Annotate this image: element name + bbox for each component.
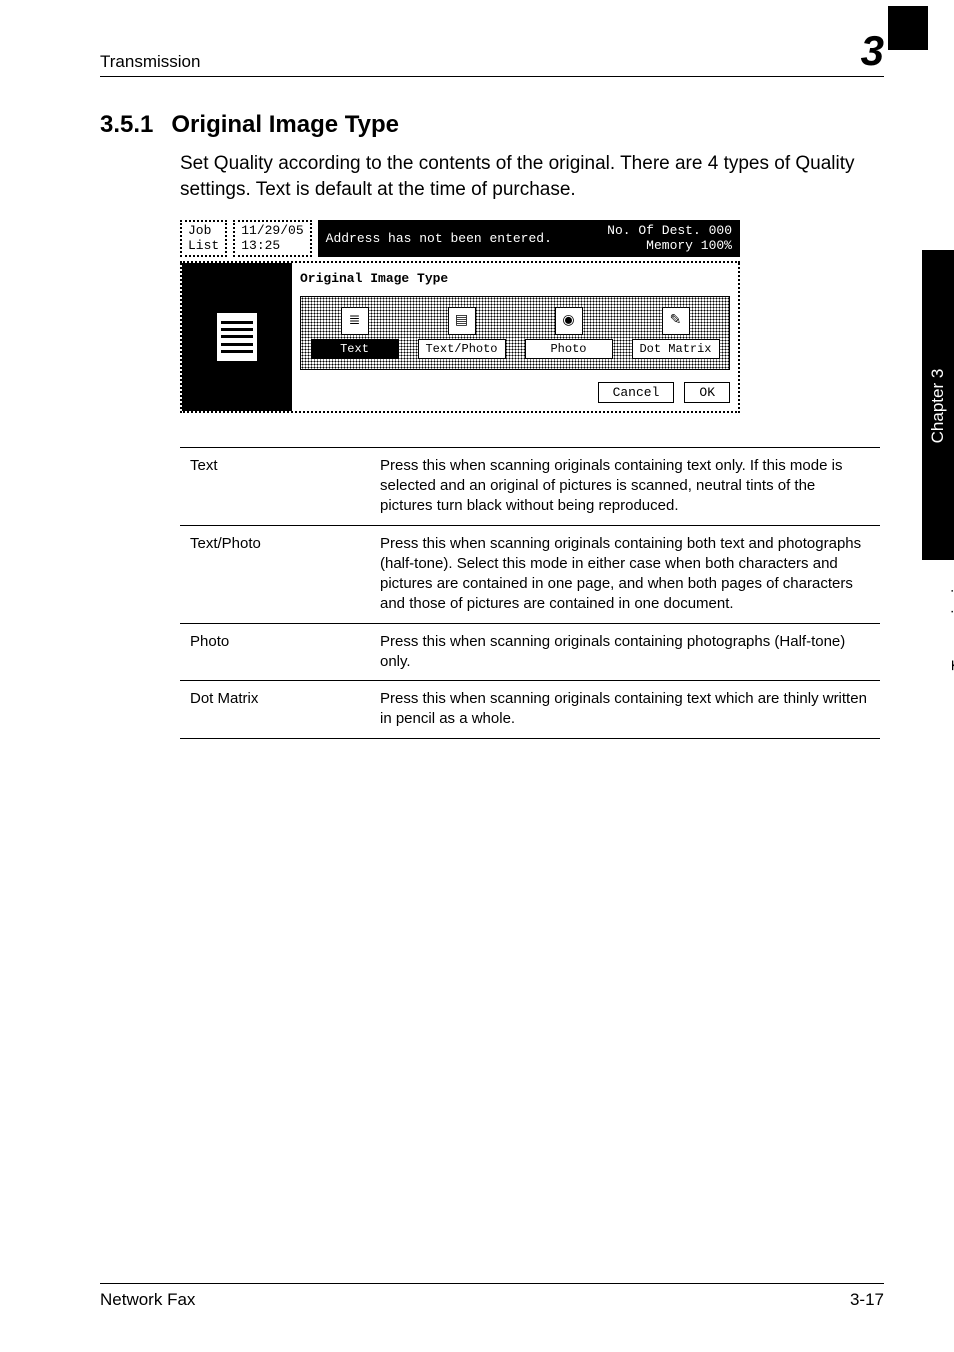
lcd-panel-title: Original Image Type: [300, 271, 730, 286]
lcd-memory: Memory 100%: [646, 238, 732, 253]
lcd-status-bar: Address has not been entered. No. Of Des…: [318, 220, 740, 257]
table-cell-name: Photo: [180, 623, 370, 681]
option-icon: ≣: [341, 307, 369, 335]
document-icon: [217, 313, 257, 361]
image-type-option[interactable]: ◉ Photo: [525, 307, 613, 359]
table-cell-desc: Press this when scanning originals conta…: [370, 447, 880, 525]
option-icon: ▤: [448, 307, 476, 335]
chapter-corner-block: [888, 6, 928, 50]
section-title: Original Image Type: [171, 111, 399, 138]
image-type-option[interactable]: ≣ Text: [311, 307, 399, 359]
table-cell-desc: Press this when scanning originals conta…: [370, 525, 880, 623]
cancel-button[interactable]: Cancel: [598, 382, 675, 403]
section-number: 3.5.1: [100, 111, 153, 138]
table-cell-name: Text/Photo: [180, 525, 370, 623]
option-icon: ◉: [555, 307, 583, 335]
option-icon: ✎: [662, 307, 690, 335]
page-footer: Network Fax 3-17: [100, 1283, 884, 1310]
table-row: TextPress this when scanning originals c…: [180, 447, 880, 525]
lcd-dest-count: 000: [709, 223, 732, 238]
footer-left: Network Fax: [100, 1290, 195, 1310]
table-cell-name: Dot Matrix: [180, 681, 370, 739]
job-list-line2: List: [188, 239, 219, 253]
table-cell-desc: Press this when scanning originals conta…: [370, 623, 880, 681]
option-label: Text/Photo: [418, 339, 506, 359]
section-heading: 3.5.1 Original Image Type: [100, 111, 884, 139]
table-row: Text/PhotoPress this when scanning origi…: [180, 525, 880, 623]
side-section-label: Transmission: [948, 570, 954, 670]
lcd-time: 13:25: [241, 239, 303, 253]
lcd-panel: Job List 11/29/05 13:25 Address has not …: [180, 220, 740, 413]
lcd-date: 11/29/05: [241, 224, 303, 238]
header-chapter-number: 3: [861, 30, 884, 72]
option-label: Dot Matrix: [632, 339, 720, 359]
ok-button[interactable]: OK: [684, 382, 730, 403]
table-cell-desc: Press this when scanning originals conta…: [370, 681, 880, 739]
lcd-left-pane: [182, 263, 292, 411]
lcd-status-message: Address has not been entered.: [326, 231, 552, 246]
header-section-label: Transmission: [100, 52, 200, 72]
footer-right: 3-17: [850, 1290, 884, 1310]
page-header: Transmission 3: [100, 30, 884, 77]
table-row: PhotoPress this when scanning originals …: [180, 623, 880, 681]
image-type-option[interactable]: ▤ Text/Photo: [418, 307, 506, 359]
chapter-side-tab: Chapter 3: [922, 250, 954, 560]
date-time-box: 11/29/05 13:25: [233, 220, 311, 257]
image-type-option[interactable]: ✎ Dot Matrix: [632, 307, 720, 359]
table-row: Dot MatrixPress this when scanning origi…: [180, 681, 880, 739]
table-cell-name: Text: [180, 447, 370, 525]
option-label: Text: [311, 339, 399, 359]
lcd-options-area: ≣ Text ▤ Text/Photo ◉ Photo ✎ Dot Matrix: [300, 296, 730, 370]
lcd-dest-label: No. Of Dest.: [607, 223, 701, 238]
description-table: TextPress this when scanning originals c…: [180, 447, 880, 739]
job-list-line1: Job: [188, 224, 219, 238]
body-paragraph: Set Quality according to the contents of…: [180, 151, 884, 202]
option-label: Photo: [525, 339, 613, 359]
chapter-side-tab-label: Chapter 3: [928, 251, 948, 561]
job-list-button[interactable]: Job List: [180, 220, 227, 257]
